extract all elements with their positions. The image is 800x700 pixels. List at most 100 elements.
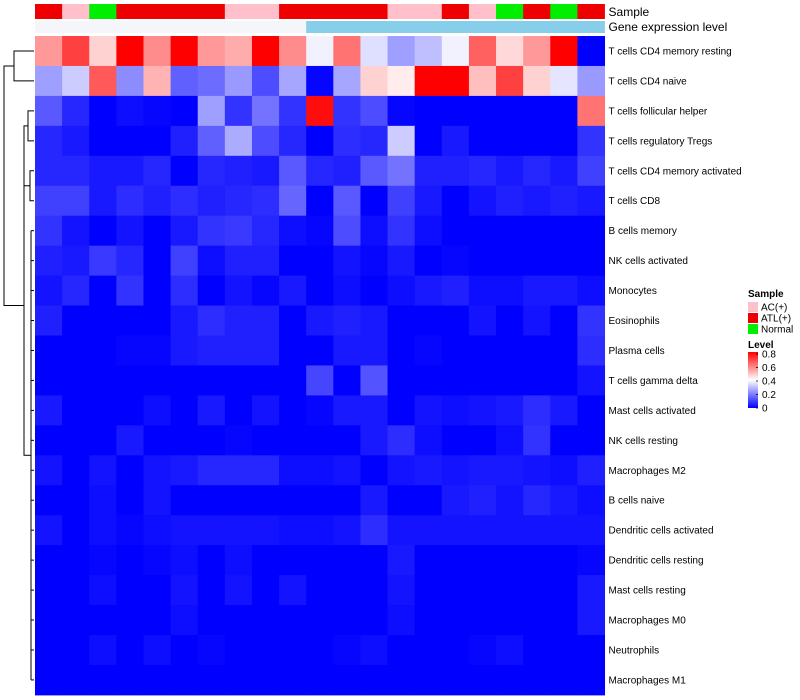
heatmap-cell [550,305,578,336]
heatmap-cell [224,245,253,277]
sample-annotation-cell [387,4,416,19]
dendrogram-branch [27,110,34,142]
heatmap-cell [577,275,606,307]
sample-annotation-cell [468,4,497,19]
heatmap-cell [577,155,606,187]
heatmap-cell [468,36,497,67]
expression-level-annotation-cell [523,21,551,33]
heatmap-cell [251,455,280,486]
heatmap-cell [197,275,226,307]
heatmap-cell [468,185,497,217]
heatmap-cell [62,215,90,247]
sample-annotation-cell [360,4,388,19]
heatmap-cell [523,455,551,486]
heatmap-cell [441,365,470,396]
heatmap-cell [197,485,226,516]
heatmap-cell [116,455,144,486]
heatmap-cell [360,455,389,486]
level-legend-tick-label: 0.2 [762,390,776,401]
heatmap-cell [170,545,199,576]
heatmap-cell [414,215,443,247]
heatmap-cell [279,185,307,217]
heatmap-cell [496,185,524,217]
heatmap-cell [143,365,172,396]
heatmap-cell [360,155,389,187]
row-labels: T cells CD4 memory resting T cells CD4 na… [609,46,742,686]
heatmap-cell [35,605,63,636]
heatmap-cell [523,215,551,247]
heatmap-cell [333,335,361,366]
heatmap-cell [170,335,199,366]
heatmap-cell [116,215,144,247]
heatmap-cell [116,185,144,217]
sample-annotation-cell [306,4,334,19]
heatmap-cell [577,36,606,67]
heatmap-cell [468,245,497,277]
heatmap-cell [333,455,361,486]
heatmap-cell [197,95,226,127]
heatmap-cell [89,125,117,157]
heatmap-cell [224,455,253,486]
heatmap-cell [360,245,389,277]
heatmap-cell [468,664,497,696]
heatmap-cell [414,515,443,546]
heatmap-cell [387,455,416,486]
heatmap-cell [496,125,524,157]
heatmap-cell [577,95,606,127]
heatmap-cell [306,95,334,127]
heatmap-cell [197,305,226,336]
heatmap-cell [279,215,307,247]
expression-level-annotation-cell [143,21,171,33]
heatmap-cell [441,545,470,576]
heatmap-cell [414,65,443,97]
level-legend-tick-label: 0.8 [762,350,776,361]
heatmap-cell [306,36,334,67]
heatmap-cell [197,605,226,636]
sample-annotation-cell [170,4,199,19]
annotation-label-expression: Gene expression level [609,20,728,34]
heatmap-cell [279,664,307,696]
heatmap-cell [577,245,606,277]
heatmap-cell [197,245,226,277]
heatmap-cell [306,395,334,426]
heatmap-cell [251,275,280,307]
heatmap-cell [89,215,117,247]
sample-annotation-cell [279,4,307,19]
heatmap-cell [523,545,551,576]
heatmap-cell [387,65,416,97]
heatmap-cell [306,155,334,187]
dendrogram-branch [13,50,34,82]
heatmap-cell [170,635,199,666]
heatmap-cell [577,365,606,396]
heatmap-cell [170,245,199,277]
heatmap-cell [360,125,389,157]
level-legend-tick-label: 0.6 [762,363,776,374]
heatmap-cell [387,155,416,187]
heatmap-cell [441,305,470,336]
expression-level-annotation-cell [224,21,253,33]
heatmap-cell [333,125,361,157]
heatmap-cell [387,275,416,307]
heatmap-cell [224,335,253,366]
heatmap-cell [523,485,551,516]
heatmap-cell [496,215,524,247]
sample-annotation-cell [224,4,253,19]
heatmap-cell [35,305,63,336]
sample-legend-title: Sample [748,289,784,300]
heatmap-cell [279,36,307,67]
heatmap-cell [62,305,90,336]
heatmap-cell [550,245,578,277]
row-label: Plasma cells [609,346,665,357]
heatmap-cell [360,395,389,426]
heatmap-cell [333,545,361,576]
heatmap-cell [414,365,443,396]
expression-level-annotation-cell [35,21,63,33]
heatmap-cell [468,515,497,546]
heatmap-cell [333,485,361,516]
heatmap-cell [306,455,334,486]
heatmap-cell [35,125,63,157]
heatmap-cell [170,395,199,426]
heatmap-cell [496,485,524,516]
heatmap-cell [116,545,144,576]
row-label: Neutrophils [609,645,660,656]
